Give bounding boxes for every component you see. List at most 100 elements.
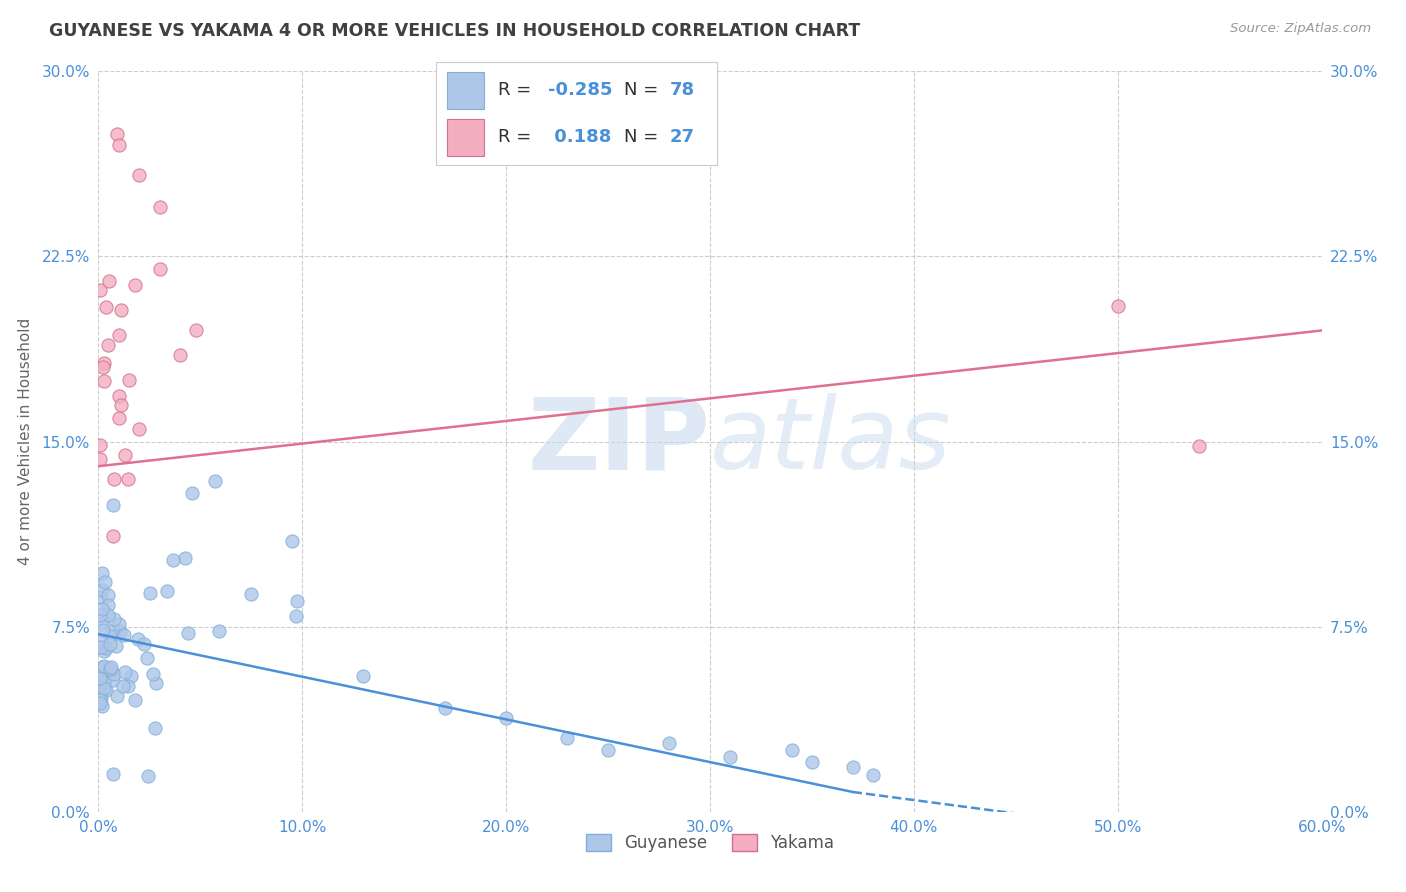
Text: GUYANESE VS YAKAMA 4 OR MORE VEHICLES IN HOUSEHOLD CORRELATION CHART: GUYANESE VS YAKAMA 4 OR MORE VEHICLES IN… [49, 22, 860, 40]
Point [105, 639, 128, 653]
Point [176, 626, 198, 640]
Point [103, 766, 125, 780]
Point [97, 607, 120, 622]
Point [97, 274, 120, 288]
Point [108, 411, 131, 425]
Y-axis label: 4 or more Vehicles in Household: 4 or more Vehicles in Household [18, 318, 34, 566]
FancyBboxPatch shape [447, 119, 484, 156]
Point [239, 587, 262, 601]
Point [156, 583, 179, 598]
Point [718, 750, 742, 764]
Point [862, 767, 884, 781]
Point [149, 200, 172, 214]
Point [169, 348, 191, 362]
Point [93, 574, 115, 589]
Text: 27: 27 [669, 128, 695, 146]
Point [89, 671, 111, 685]
Point [598, 743, 620, 757]
Point [96, 300, 118, 314]
Point [145, 676, 167, 690]
Point [120, 669, 142, 683]
Point [1107, 299, 1129, 313]
Point [90, 690, 112, 705]
Point [204, 474, 226, 488]
Text: N =: N = [624, 81, 664, 99]
Point [110, 303, 132, 318]
Text: 78: 78 [669, 81, 695, 99]
Point [801, 756, 824, 770]
Point [91, 566, 114, 580]
Text: -0.285: -0.285 [548, 81, 613, 99]
Point [98, 662, 121, 676]
Point [136, 769, 159, 783]
Text: N =: N = [624, 128, 664, 146]
Point [103, 472, 125, 486]
Point [111, 679, 134, 693]
Point [124, 278, 146, 293]
Point [89, 591, 111, 605]
Point [128, 168, 150, 182]
Point [97, 599, 120, 613]
Point [127, 632, 149, 647]
Point [97, 588, 120, 602]
Point [100, 637, 122, 651]
Point [284, 608, 307, 623]
Point [107, 616, 129, 631]
Point [93, 356, 115, 370]
Legend: Guyanese, Yakama: Guyanese, Yakama [579, 828, 841, 859]
Point [89, 680, 111, 694]
Text: R =: R = [498, 128, 537, 146]
Point [103, 673, 125, 687]
Point [114, 665, 136, 680]
Point [89, 607, 111, 622]
Point [186, 324, 208, 338]
Point [100, 659, 122, 673]
Point [181, 486, 204, 500]
Point [108, 328, 131, 343]
Text: 0.188: 0.188 [548, 128, 612, 146]
Point [110, 398, 132, 412]
Point [117, 679, 139, 693]
Point [90, 634, 112, 648]
Point [89, 283, 111, 297]
Point [103, 612, 125, 626]
Point [91, 359, 114, 374]
Point [139, 586, 162, 600]
Point [91, 660, 114, 674]
Point [114, 448, 136, 462]
Point [495, 711, 517, 725]
Point [117, 472, 139, 486]
Text: ZIP: ZIP [527, 393, 710, 490]
Point [90, 640, 112, 654]
Point [93, 659, 115, 673]
Point [93, 643, 115, 657]
Point [97, 338, 120, 352]
Point [89, 437, 111, 451]
Point [108, 624, 131, 638]
Point [89, 452, 111, 467]
Point [89, 693, 111, 707]
Point [103, 623, 125, 637]
Point [841, 760, 863, 774]
Point [124, 693, 146, 707]
Point [352, 669, 374, 683]
Point [134, 637, 156, 651]
Point [281, 534, 304, 549]
Point [93, 681, 115, 696]
Point [100, 663, 122, 677]
Point [103, 666, 125, 681]
Point [90, 602, 112, 616]
Point [174, 551, 197, 566]
Text: atlas: atlas [710, 393, 952, 490]
Point [208, 624, 231, 638]
Point [105, 128, 128, 142]
Point [108, 389, 131, 403]
Point [94, 641, 117, 656]
Point [91, 623, 114, 637]
Point [128, 422, 150, 436]
Point [780, 743, 803, 757]
Point [90, 698, 112, 713]
Point [149, 261, 172, 276]
Point [434, 701, 457, 715]
Point [555, 731, 579, 745]
